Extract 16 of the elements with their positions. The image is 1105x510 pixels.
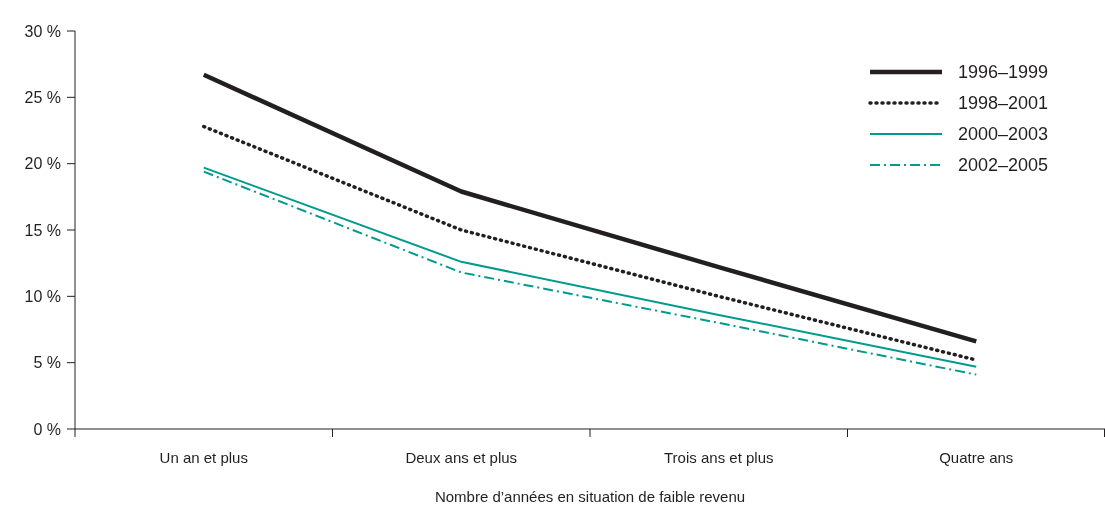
y-tick-label: 15 % — [24, 221, 61, 239]
x-axis-title: Nombre d’années en situation de faible revenu — [434, 488, 746, 505]
legend-label: 1996–1999 — [958, 62, 1049, 83]
y-tick-label: 0 % — [33, 420, 61, 438]
y-tick-label: 10 % — [24, 287, 61, 305]
x-tick-label: Trois ans et plus — [664, 449, 774, 466]
x-tick-label: Un an et plus — [159, 449, 248, 466]
legend-label: 2000–2003 — [958, 124, 1049, 145]
y-tick-label: 30 % — [24, 22, 61, 40]
x-tick-label: Quatre ans — [939, 449, 1014, 466]
y-tick-label: 5 % — [33, 354, 61, 372]
x-tick-label: Deux ans et plus — [405, 449, 518, 466]
y-tick-label: 20 % — [24, 155, 61, 173]
y-tick-label: 25 % — [24, 88, 61, 106]
legend-label: 1998–2001 — [958, 93, 1049, 114]
legend-label: 2002–2005 — [958, 155, 1049, 176]
